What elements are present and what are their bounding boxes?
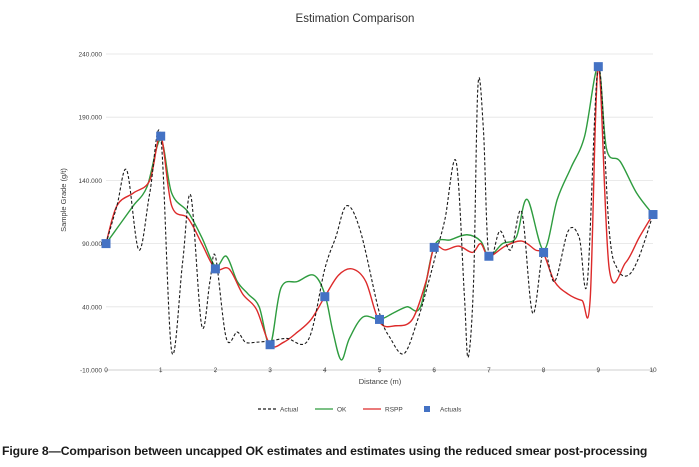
data-point-actuals (210, 264, 220, 274)
y-tick-label: 240.000 (79, 52, 103, 59)
figure-caption: Figure 8—Comparison between uncapped OK … (2, 444, 648, 458)
x-tick-label: 8 (542, 367, 546, 374)
x-axis-label: Distance (m) (359, 377, 402, 386)
legend: Actual OK RSPP Actuals (258, 406, 462, 414)
y-tick-label: 40.000 (82, 304, 102, 311)
chart-title: Estimation Comparison (296, 13, 415, 25)
x-tick-label: 5 (378, 367, 382, 374)
x-tick-label: 7 (487, 367, 491, 374)
data-point-actuals (648, 210, 658, 220)
chart-container: -10.000 40.000 90.000 140.000 190.000 240.000… (59, 13, 658, 414)
x-tick-label: 0 (104, 367, 108, 374)
legend-item-ok: OK (315, 407, 347, 414)
data-point-actuals (156, 131, 166, 141)
y-tick-label: 190.000 (79, 115, 103, 122)
data-point-actuals (593, 62, 603, 72)
legend-label: Actuals (440, 407, 462, 414)
series-layer (105, 65, 654, 361)
legend-item-rspp: RSPP (363, 407, 403, 414)
data-point-actuals (265, 340, 275, 350)
series-line-actual (105, 66, 654, 358)
data-point-actuals (484, 251, 494, 261)
tick-labels: -10.000 40.000 90.000 140.000 190.000 240.000… (79, 52, 657, 375)
legend-label: Actual (280, 407, 299, 414)
x-tick-label: 10 (649, 367, 657, 374)
x-tick-label: 6 (432, 367, 436, 374)
y-tick-label: 90.000 (82, 241, 102, 248)
y-axis-label: Sample Grade (g/t) (59, 168, 68, 232)
data-point-actuals (101, 239, 111, 249)
data-point-actuals (429, 242, 439, 252)
y-tick-label: -10.000 (80, 368, 102, 375)
legend-swatch (424, 406, 430, 412)
legend-item-actual: Actual (258, 407, 299, 414)
actuals-markers (101, 62, 658, 350)
data-point-actuals (320, 292, 330, 302)
legend-label: OK (337, 407, 347, 414)
x-tick-label: 3 (268, 367, 272, 374)
gridlines (106, 53, 653, 308)
estimation-comparison-chart: -10.000 40.000 90.000 140.000 190.000 240.000… (59, 13, 658, 414)
x-tick-label: 1 (159, 367, 163, 374)
x-tick-label: 4 (323, 367, 327, 374)
axes (105, 369, 654, 373)
legend-label: RSPP (385, 407, 403, 414)
y-tick-label: 140.000 (79, 178, 103, 185)
x-tick-label: 2 (214, 367, 218, 374)
data-point-actuals (375, 314, 384, 324)
series-line-rspp (105, 65, 654, 348)
series-line-ok (105, 65, 654, 361)
x-tick-label: 9 (596, 367, 600, 374)
legend-item-actuals: Actuals (424, 406, 462, 414)
data-point-actuals (539, 247, 549, 257)
